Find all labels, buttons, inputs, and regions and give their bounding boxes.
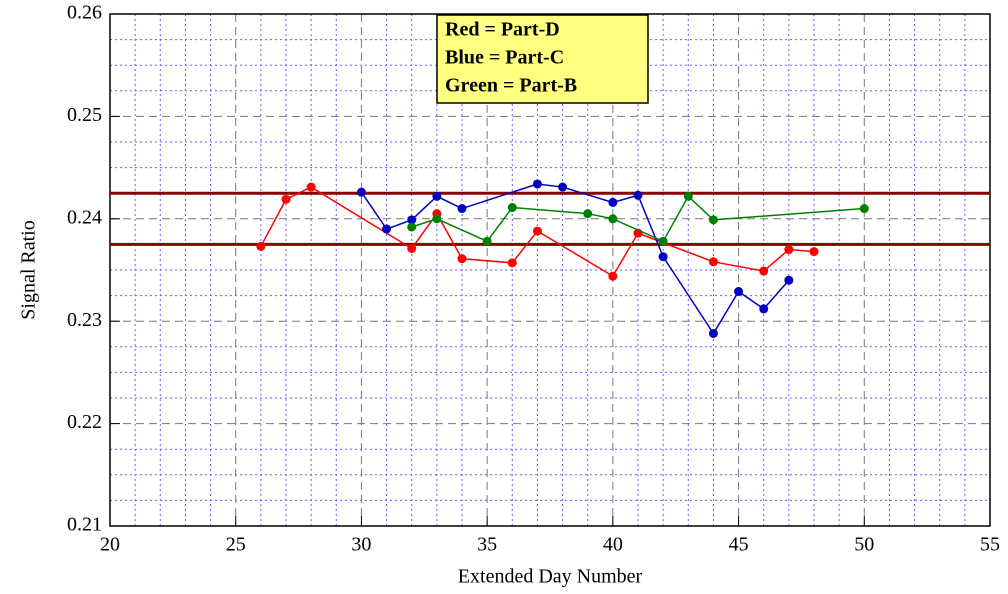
legend-entry: Green = Part-B [445,75,577,97]
point [407,243,417,253]
point [759,266,769,276]
point [432,191,442,201]
point [708,257,718,267]
point [708,215,718,225]
point [683,191,693,201]
point [507,203,517,213]
x-tick-label: 25 [226,534,246,556]
point [708,328,718,338]
x-tick-label: 45 [729,534,749,556]
point [734,287,744,297]
point [809,247,819,257]
point [407,222,417,232]
legend-entry: Blue = Part-C [445,47,564,69]
point [432,214,442,224]
point [759,304,769,314]
x-tick-label: 20 [100,534,120,556]
point [608,214,618,224]
series-line [360,183,790,335]
y-tick-label: 0.24 [67,206,102,228]
point [382,224,392,234]
point [558,182,568,192]
x-tick-label: 30 [351,534,371,556]
y-tick-label: 0.22 [67,411,102,433]
point [784,275,794,285]
y-tick-label: 0.25 [67,104,102,126]
series-line [411,195,865,243]
x-tick-label: 55 [980,534,1000,556]
point [356,187,366,197]
point [306,182,316,192]
y-axis-label: Signal Ratio [18,220,40,319]
point [859,204,869,214]
point [482,236,492,246]
plot-frame [109,13,991,527]
point [658,252,668,262]
x-tick-label: 40 [603,534,623,556]
x-tick-label: 50 [854,534,874,556]
point [658,236,668,246]
point [532,226,542,236]
point [507,258,517,268]
point [633,190,643,200]
point [256,241,266,251]
series-line [260,186,815,278]
x-tick-label: 35 [477,534,497,556]
point [784,245,794,255]
legend-box [436,14,649,104]
point [407,215,417,225]
point [457,254,467,264]
legend-entry: Red = Part-D [445,19,560,41]
point [608,271,618,281]
y-tick-label: 0.23 [67,309,102,331]
x-axis-label: Extended Day Number [458,566,643,588]
point [608,197,618,207]
point [532,179,542,189]
point [457,204,467,214]
y-tick-label: 0.21 [67,514,102,536]
point [583,209,593,219]
y-tick-label: 0.26 [67,2,102,24]
point [281,194,291,204]
